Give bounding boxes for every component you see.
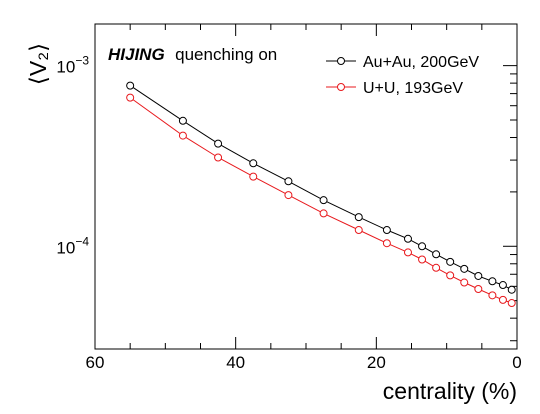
data-point xyxy=(474,271,483,280)
data-point xyxy=(249,159,258,168)
data-point xyxy=(214,139,223,148)
series-2 xyxy=(126,93,516,308)
data-point xyxy=(418,242,427,251)
series-layer xyxy=(126,81,516,308)
series-line xyxy=(129,85,512,291)
data-point xyxy=(354,213,363,222)
data-point xyxy=(498,281,507,290)
data-point xyxy=(460,278,469,287)
data-point xyxy=(446,271,455,280)
data-point xyxy=(488,291,497,300)
data-point xyxy=(319,209,328,218)
x-axis-title: centrality (%) xyxy=(383,378,517,404)
data-point xyxy=(498,295,507,304)
data-point xyxy=(178,131,187,140)
y-axis-ticks: 10−3 10−4 xyxy=(56,54,517,342)
data-point xyxy=(319,196,328,205)
legend-item: U+U, 193GeV xyxy=(326,80,463,97)
annotation-text: quenching on xyxy=(175,45,277,64)
y-axis-title: ⟨V₂⟩ xyxy=(25,43,51,85)
data-point xyxy=(382,239,391,248)
legend: Au+Au, 200GeV U+U, 193GeV xyxy=(326,54,479,97)
data-point xyxy=(403,248,412,257)
x-tick-label: 60 xyxy=(86,353,105,372)
legend-swatch-marker xyxy=(337,83,345,91)
series-1 xyxy=(126,81,516,294)
data-point xyxy=(460,264,469,273)
data-point xyxy=(403,234,412,243)
y-tick-label: 10−4 xyxy=(56,234,89,257)
data-point xyxy=(249,172,258,181)
data-point xyxy=(284,177,293,186)
data-point xyxy=(507,285,516,294)
data-point xyxy=(354,226,363,235)
annotation-generator: HIJING xyxy=(108,45,165,64)
data-point xyxy=(432,250,441,259)
legend-label: U+U, 193GeV xyxy=(363,80,463,97)
y-tick-label: 10−3 xyxy=(56,54,89,77)
data-point xyxy=(178,116,187,125)
legend-label: Au+Au, 200GeV xyxy=(363,54,479,71)
data-point xyxy=(488,277,497,286)
data-point xyxy=(382,226,391,235)
data-point xyxy=(214,153,223,162)
data-point xyxy=(474,285,483,294)
data-point xyxy=(432,263,441,272)
annotation: HIJING quenching on xyxy=(108,45,277,64)
data-point xyxy=(418,255,427,264)
data-point xyxy=(284,191,293,200)
legend-item: Au+Au, 200GeV xyxy=(326,54,479,71)
data-point xyxy=(507,299,516,308)
data-point xyxy=(446,257,455,266)
x-tick-label: 40 xyxy=(226,353,245,372)
legend-swatch-marker xyxy=(337,57,345,65)
x-tick-label: 0 xyxy=(512,353,521,372)
data-point xyxy=(126,81,135,90)
plot-frame xyxy=(94,23,518,350)
x-tick-label: 20 xyxy=(367,353,386,372)
x-axis-ticks: 60 40 20 0 xyxy=(86,24,522,372)
data-point xyxy=(126,93,135,102)
